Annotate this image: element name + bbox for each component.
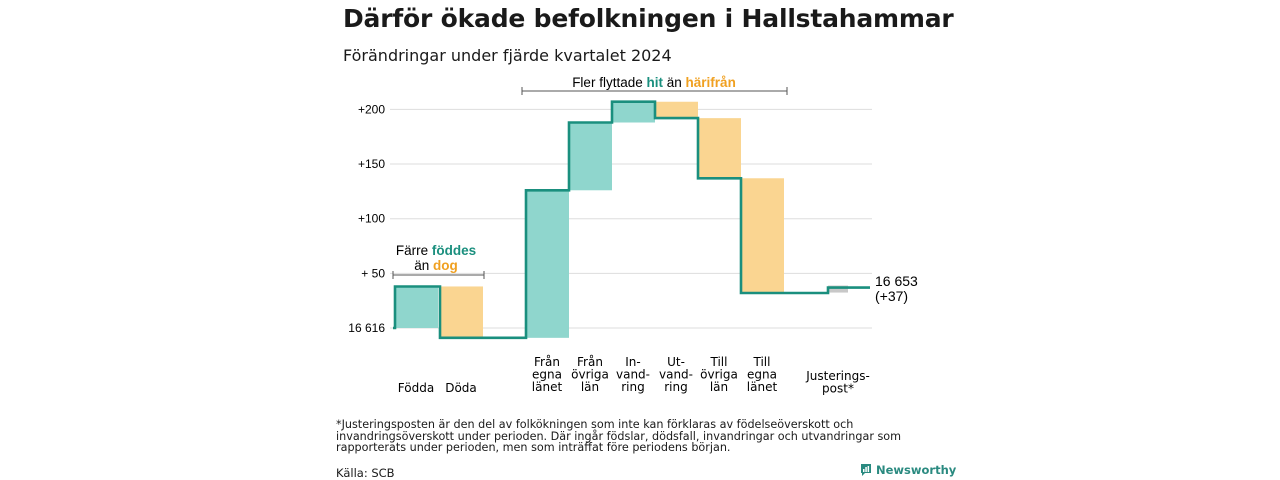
- waterfall-bar: [741, 178, 784, 294]
- label-layer: Födda DödaFrånegnalänetFrånövrigalänIn-va…: [398, 355, 870, 396]
- x-category-label: Födda: [398, 381, 434, 395]
- waterfall-bar: [698, 118, 741, 179]
- migration-annotation: Fler flyttade hit än härifrån: [521, 75, 788, 95]
- x-category-label: Döda: [445, 381, 477, 395]
- y-tick-label: + 50: [361, 266, 385, 280]
- cumulative-line-layer: [393, 100, 870, 340]
- x-category-label: vand-: [616, 368, 650, 382]
- x-category-label: egna: [532, 368, 562, 382]
- births-line1-word: föddes: [432, 243, 476, 258]
- births-line2-prefix: än: [414, 258, 429, 273]
- waterfall-bar: [612, 101, 655, 123]
- x-category-label: län: [581, 380, 599, 394]
- chart-subtitle: Förändringar under fjärde kvartalet 2024: [343, 46, 672, 65]
- end-change-label: (+37): [875, 288, 908, 304]
- footnote: *Justeringsposten är den del av folkökni…: [336, 418, 902, 455]
- migration-hit-text: hit: [646, 75, 663, 90]
- x-category-label: övriga: [571, 368, 609, 382]
- cumulative-line: [393, 100, 870, 340]
- migration-prefix-text: Fler flyttade: [572, 75, 643, 90]
- births-annotation-line1: Färre föddes: [396, 243, 476, 258]
- x-category-label: ring: [664, 380, 688, 394]
- y-tick-label: +100: [358, 212, 385, 226]
- baseline-label: 16 616: [348, 321, 385, 335]
- y-tick-label: +150: [358, 157, 385, 171]
- source-text: Källa: SCB: [336, 466, 395, 480]
- x-category-label: övriga: [700, 368, 738, 382]
- brand: Newsworthy: [860, 463, 956, 477]
- x-category-label: Justerings-: [805, 369, 870, 383]
- x-category-label: Till: [753, 355, 771, 369]
- waterfall-bar: [526, 190, 569, 338]
- x-category-label: län: [710, 380, 728, 394]
- x-category-label: vand-: [659, 368, 693, 382]
- end-value-label: 16 653: [875, 273, 918, 289]
- x-category-label: Från: [534, 355, 560, 369]
- brand-name: Newsworthy: [876, 463, 957, 477]
- births-annotation: Färre föddes än dog: [392, 243, 485, 279]
- births-annotation-line2: än dog: [414, 258, 458, 273]
- waterfall-bar: [655, 101, 698, 119]
- x-category-label: länet: [747, 380, 778, 394]
- x-category-label: Ut-: [667, 355, 685, 369]
- x-category-label: In-: [625, 355, 640, 369]
- births-line2-word: dog: [433, 258, 458, 273]
- bar-layer: [395, 101, 848, 338]
- waterfall-bar: [828, 285, 848, 293]
- x-category-label: ring: [621, 380, 645, 394]
- y-tick-label: +200: [358, 102, 385, 116]
- x-category-label: Till: [710, 355, 728, 369]
- migration-annotation-text: Fler flyttade hit än härifrån: [572, 75, 736, 90]
- newsworthy-logo-icon: [861, 464, 871, 476]
- waterfall-bar: [569, 122, 612, 191]
- x-category-label: länet: [532, 380, 563, 394]
- births-line1-prefix: Färre: [396, 243, 428, 258]
- x-category-label: Från: [577, 355, 603, 369]
- x-category-label: egna: [747, 368, 777, 382]
- migration-harifran-text: härifrån: [686, 75, 736, 90]
- waterfall-bar: [395, 286, 438, 328]
- x-category-label: post*: [822, 382, 854, 396]
- chart-title: Därför ökade befolkningen i Hallstahamma…: [343, 4, 954, 33]
- migration-mid-text: än: [667, 75, 682, 90]
- waterfall-bar: [440, 286, 483, 338]
